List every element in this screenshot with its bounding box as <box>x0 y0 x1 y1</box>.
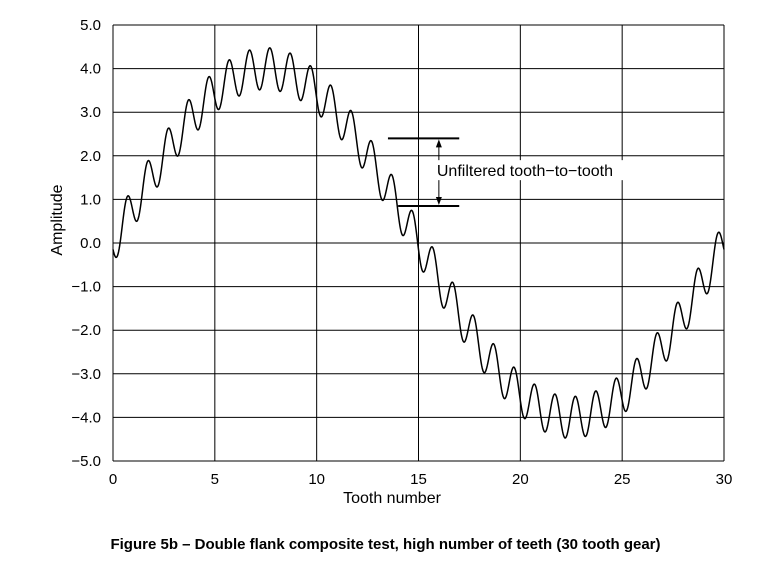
y-tick-label: 0.0 <box>80 235 101 252</box>
y-tick-label: 1.0 <box>80 191 101 208</box>
grid <box>112 24 725 462</box>
annotation-arrowhead-up <box>435 139 442 148</box>
x-tick-label: 15 <box>410 471 427 488</box>
y-tick-label: 3.0 <box>80 104 101 121</box>
x-tick-label: 10 <box>308 471 325 488</box>
annotation: Unfiltered tooth−to−tooth <box>387 137 639 207</box>
y-axis-title: Amplitude <box>49 184 66 255</box>
y-tick-label: −2.0 <box>71 322 101 339</box>
annotation-arrowhead-down <box>435 196 442 205</box>
y-tick-label: −3.0 <box>71 366 101 383</box>
y-tick-label: 2.0 <box>80 148 101 165</box>
y-tick-label: −5.0 <box>71 453 101 470</box>
x-tick-label: 30 <box>716 471 733 488</box>
figure-caption: Figure 5b – Double flank composite test,… <box>110 536 661 553</box>
tick-labels: 5.0 4.0 3.0 2.0 1.0 0.0 −1.0 −2.0 −3.0 −4.0 −5.0 0 5… <box>71 17 732 488</box>
y-tick-label: −1.0 <box>71 279 101 296</box>
x-tick-label: 0 <box>109 471 117 488</box>
x-tick-label: 20 <box>512 471 529 488</box>
y-tick-label: 5.0 <box>80 17 101 34</box>
y-tick-label: 4.0 <box>80 61 101 78</box>
series-layer <box>112 46 725 439</box>
x-tick-label: 25 <box>614 471 631 488</box>
annotation-label: Unfiltered tooth−to−tooth <box>437 163 613 180</box>
x-axis-title: Tooth number <box>343 490 442 507</box>
x-tick-label: 5 <box>211 471 219 488</box>
y-tick-label: −4.0 <box>71 409 101 426</box>
series-line <box>112 46 725 439</box>
annotation-label-bg <box>434 160 639 181</box>
